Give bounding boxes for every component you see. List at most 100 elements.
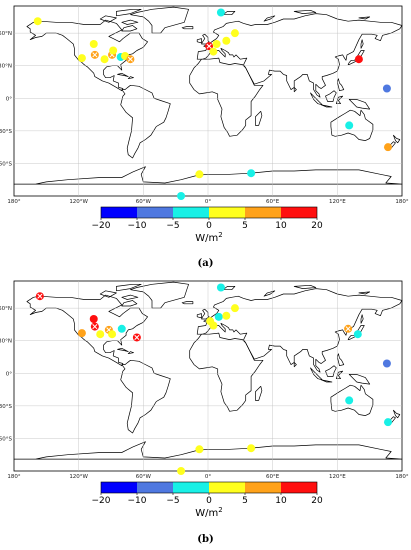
station-marker [344, 324, 353, 333]
station-dot [247, 444, 256, 453]
station-marker [353, 330, 362, 339]
coastline [325, 365, 337, 377]
panel-label-b: (b) [197, 534, 214, 545]
longitude-tick-label: 120°W [69, 474, 88, 480]
station-dot [33, 17, 42, 26]
longitude-tick-label: 60°E [266, 474, 280, 480]
colorbar-tick-label: −5 [166, 496, 179, 506]
station-marker [205, 42, 214, 51]
map-figure-b: 180° 120°W 60°W 0° 60°E 120°E 180° 60°N 30°N 0° 3… [0, 280, 409, 519]
latitude-labels-b: 60°N 30°N 0° 30°S 60°S [0, 306, 12, 442]
coastline [263, 15, 276, 22]
latitude-labels-a: 60°N 30°N 0° 30°S 60°S [0, 31, 12, 167]
station-markers-a [33, 8, 392, 200]
longitude-tick-label: 0° [205, 474, 211, 480]
station-dot [216, 283, 225, 292]
coastline [293, 362, 297, 368]
station-marker [209, 47, 218, 56]
station-dot [177, 467, 186, 475]
longitude-tick-label: 120°E [329, 199, 346, 205]
station-marker [247, 444, 256, 453]
map-panel-b: 180° 120°W 60°W 0° 60°E 120°E 180° 60°N 30°N 0° 3… [0, 275, 411, 550]
station-dot [222, 311, 231, 320]
station-dot [353, 330, 362, 339]
colorbar-segment [101, 207, 137, 218]
station-marker [247, 169, 256, 178]
station-marker [195, 445, 204, 454]
coastline [320, 379, 333, 383]
coastline [325, 90, 337, 102]
panel-label-a: (a) [197, 258, 214, 269]
colorbar-tick-label: −10 [128, 496, 147, 506]
station-dot [216, 8, 225, 17]
coastline [393, 134, 401, 144]
station-cross-mark [127, 56, 133, 62]
station-marker [222, 311, 231, 320]
station-cross-mark [206, 43, 212, 49]
station-marker [345, 121, 354, 130]
station-marker [345, 396, 354, 405]
coastline [358, 291, 371, 295]
station-dot [195, 445, 204, 454]
station-dot [77, 54, 86, 63]
station-marker [108, 330, 117, 339]
station-marker [230, 29, 239, 38]
coastline [99, 290, 117, 298]
colorbar-tick-label: 20 [311, 496, 323, 506]
station-cross-mark [92, 324, 98, 330]
station-cross-mark [37, 293, 43, 299]
coastline [26, 294, 148, 367]
colorbar-tick-label: 5 [242, 496, 248, 506]
station-marker [230, 304, 239, 313]
station-dot [382, 84, 391, 93]
coastline [293, 87, 297, 93]
colorbar-segment [137, 207, 173, 218]
station-dot [382, 359, 391, 368]
station-dot [345, 396, 354, 405]
coastline [116, 283, 142, 292]
colorbar-tick-label: 10 [275, 221, 287, 231]
station-marker [212, 40, 221, 48]
station-dot [109, 46, 118, 55]
station-marker [214, 312, 223, 321]
station-cross-mark [92, 52, 98, 58]
coastline [347, 325, 365, 340]
graticule-b [14, 281, 402, 471]
latitude-tick-label: 60°N [0, 31, 12, 37]
station-marker [195, 170, 204, 179]
station-dot [195, 170, 204, 179]
colorbar-b: −20 −10 −5 0 5 10 20 W/m2 [92, 481, 323, 519]
station-marker [90, 322, 99, 331]
coastline [196, 288, 403, 373]
graticule-a [14, 6, 402, 196]
coastline [196, 38, 202, 44]
latitude-tick-label: 30°S [0, 404, 12, 410]
station-marker [382, 84, 391, 93]
coastline [121, 300, 138, 307]
coastline [293, 9, 317, 14]
station-dot [383, 418, 392, 427]
station-dot [77, 329, 86, 338]
station-marker [90, 50, 99, 59]
coastline [116, 8, 142, 17]
coastline [393, 409, 401, 419]
coastline [121, 19, 139, 25]
coastline [263, 290, 276, 297]
coastline [360, 39, 364, 49]
station-marker [33, 17, 42, 26]
colorbar-segment [173, 482, 209, 493]
station-dot [89, 40, 98, 48]
station-marker [96, 330, 105, 339]
station-dot [209, 321, 218, 330]
coastline [358, 16, 371, 20]
coastline [348, 374, 371, 385]
coastline [222, 11, 236, 16]
colorbar-unit-label: W/m2 [195, 231, 222, 244]
colorbar-segment [281, 207, 317, 218]
coastline [181, 301, 194, 305]
colorbar-segment [281, 482, 317, 493]
colorbar-segment [209, 482, 245, 493]
coastline [222, 286, 236, 291]
coastline [127, 76, 134, 80]
station-marker [177, 467, 186, 475]
